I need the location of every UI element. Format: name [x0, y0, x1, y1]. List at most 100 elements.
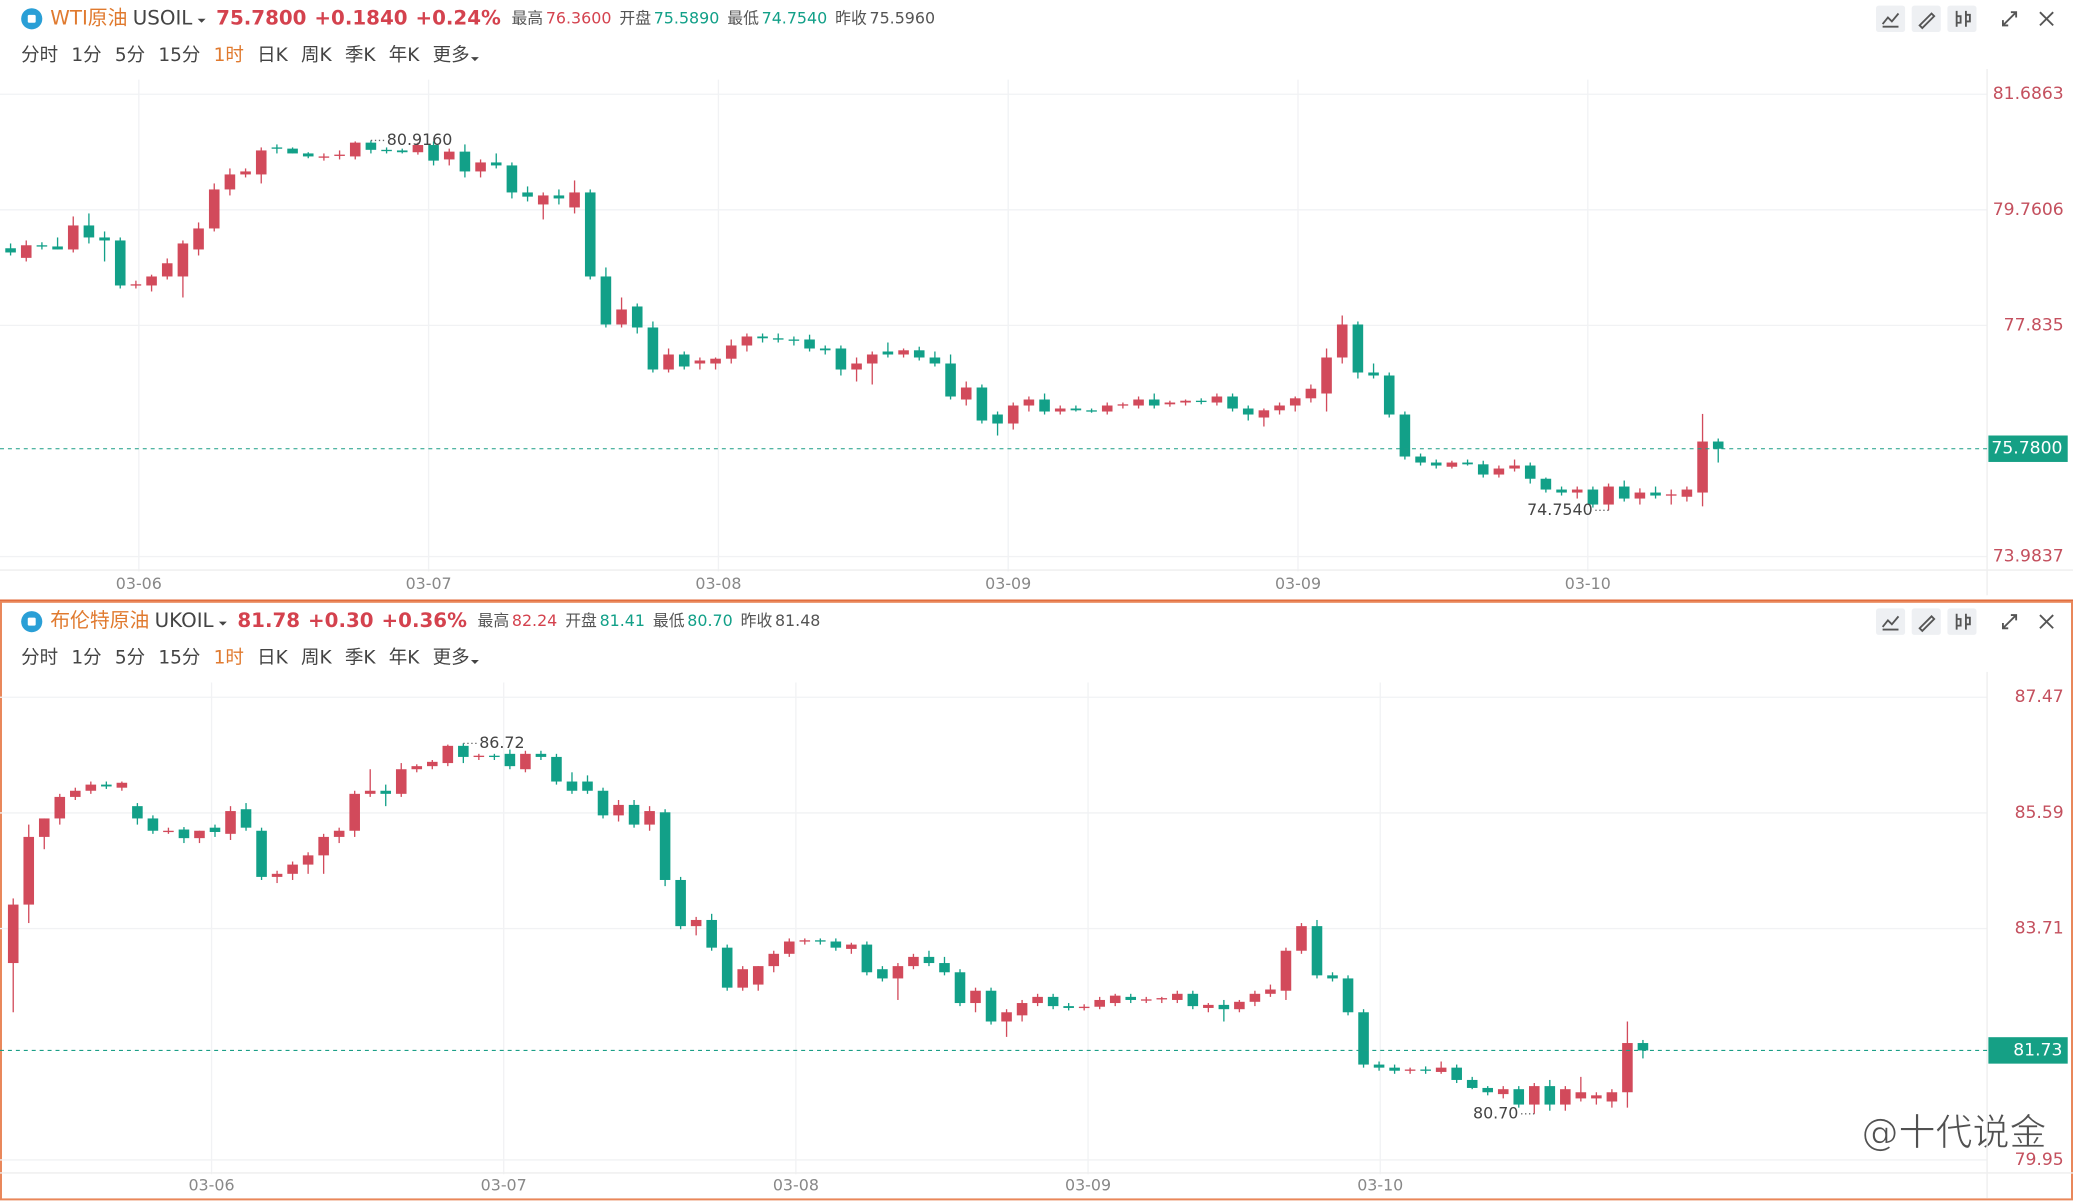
stat-value: 74.7540	[762, 8, 828, 27]
candle-body	[475, 162, 486, 172]
y-tick-label: 85.59	[2015, 803, 2064, 823]
interval-tab[interactable]: 季K	[345, 648, 377, 669]
y-tick-label: 73.9837	[1993, 547, 2064, 567]
toolbar-icon	[1955, 613, 1971, 630]
candle-body	[613, 804, 624, 816]
candle-body	[1070, 408, 1082, 411]
candle-body	[976, 387, 988, 421]
interval-tab[interactable]: 日K	[257, 648, 289, 669]
symbol-dropdown[interactable]	[218, 621, 227, 626]
interval-tab[interactable]: 更多	[433, 45, 470, 66]
interval-tab[interactable]: 季K	[345, 45, 377, 66]
candle-body	[985, 990, 997, 1022]
interval-tab[interactable]: 5分	[115, 45, 145, 66]
candle-body	[1242, 408, 1254, 415]
candle-body	[851, 363, 862, 370]
symbol-dropdown[interactable]	[197, 18, 206, 23]
candle-body	[600, 276, 612, 325]
interval-tab[interactable]: 1分	[71, 648, 101, 669]
candle-body	[1389, 1067, 1400, 1071]
candle-body	[1358, 1012, 1369, 1065]
interval-tab[interactable]: 日K	[257, 45, 289, 66]
toolbar-button[interactable]	[1876, 5, 1906, 33]
symbol-name: WTI原油	[50, 6, 127, 29]
interval-tab[interactable]: 更多	[433, 648, 470, 669]
toolbar-button[interactable]	[1876, 608, 1906, 635]
candle-body	[939, 963, 950, 973]
toolbar-icon	[2002, 614, 2018, 630]
candle-body	[644, 811, 655, 825]
y-tick-label: 79.7606	[1993, 200, 2064, 220]
interval-tab[interactable]: 分时	[21, 648, 58, 669]
candle-body	[628, 804, 640, 825]
candle-body	[225, 811, 236, 834]
current-price-tag	[1988, 435, 2068, 462]
quote-price: 75.7800	[216, 6, 306, 29]
candle-body	[882, 351, 894, 355]
interval-tab[interactable]: 1分	[71, 45, 101, 66]
stat-value: 76.3600	[546, 8, 612, 27]
candle-body	[815, 940, 826, 942]
candle-body	[1622, 1043, 1633, 1093]
candle-body	[163, 830, 174, 833]
candle-body	[569, 192, 580, 208]
toolbar-icon	[2039, 11, 2054, 27]
candle-body	[582, 781, 593, 791]
candle-body	[1618, 486, 1630, 499]
toolbar-button[interactable]	[1947, 5, 1977, 33]
candle-body	[1681, 489, 1693, 497]
interval-tab[interactable]: 年K	[389, 45, 421, 66]
candle-body	[381, 149, 392, 152]
x-tick-label: 03-09	[985, 574, 1031, 593]
interval-tab[interactable]: 15分	[158, 45, 200, 66]
candle-body	[694, 360, 706, 364]
candle-body	[1634, 492, 1646, 499]
candle-body	[177, 243, 189, 277]
candle-body	[302, 153, 314, 157]
candle-body	[898, 350, 909, 355]
stat-label: 最低	[653, 611, 685, 630]
interval-tab[interactable]: 周K	[301, 648, 333, 669]
candle-body	[804, 339, 815, 349]
candle-body	[768, 953, 780, 967]
candle-body	[287, 864, 298, 874]
candle-body	[892, 966, 904, 979]
candle-body	[706, 919, 717, 948]
candle-body	[396, 150, 408, 153]
high-annotation: 80.9160	[387, 130, 453, 149]
candle-body	[1321, 357, 1332, 394]
candle-body	[783, 941, 795, 954]
low-annotation: 80.70	[1473, 1103, 1518, 1122]
interval-tab[interactable]: 15分	[158, 648, 200, 669]
candle-body	[67, 225, 79, 250]
candle-body	[1078, 1006, 1090, 1009]
candle-body	[1482, 1087, 1494, 1093]
toolbar-button[interactable]	[1947, 608, 1977, 635]
candle-body	[1544, 1086, 1556, 1105]
stat-label: 昨收	[835, 8, 867, 27]
interval-tab[interactable]: 周K	[301, 45, 333, 66]
interval-tab[interactable]: 1时	[214, 648, 244, 669]
candle-body	[1274, 405, 1285, 411]
candle-body	[678, 354, 690, 367]
candle-body	[209, 827, 221, 832]
candle-body	[819, 348, 831, 351]
candle-body	[866, 354, 878, 364]
candle-body	[1001, 1012, 1012, 1022]
interval-tab[interactable]: 年K	[389, 648, 421, 669]
candle-body	[458, 745, 469, 757]
interval-tab[interactable]: 5分	[115, 648, 145, 669]
candle-body	[537, 195, 549, 205]
interval-tab[interactable]: 分时	[21, 45, 58, 66]
candle-body	[23, 836, 35, 905]
candle-body	[1509, 465, 1520, 469]
x-tick-label: 03-06	[188, 1176, 234, 1195]
candle-body	[960, 387, 972, 400]
candle-body	[1665, 494, 1677, 496]
candle-body	[1280, 950, 1292, 991]
toolbar-icon	[2002, 11, 2018, 27]
symbol-name: 布伦特原油	[50, 609, 149, 632]
candle-body	[1187, 993, 1199, 1007]
candle-body	[597, 790, 609, 816]
interval-tab[interactable]: 1时	[214, 45, 244, 66]
